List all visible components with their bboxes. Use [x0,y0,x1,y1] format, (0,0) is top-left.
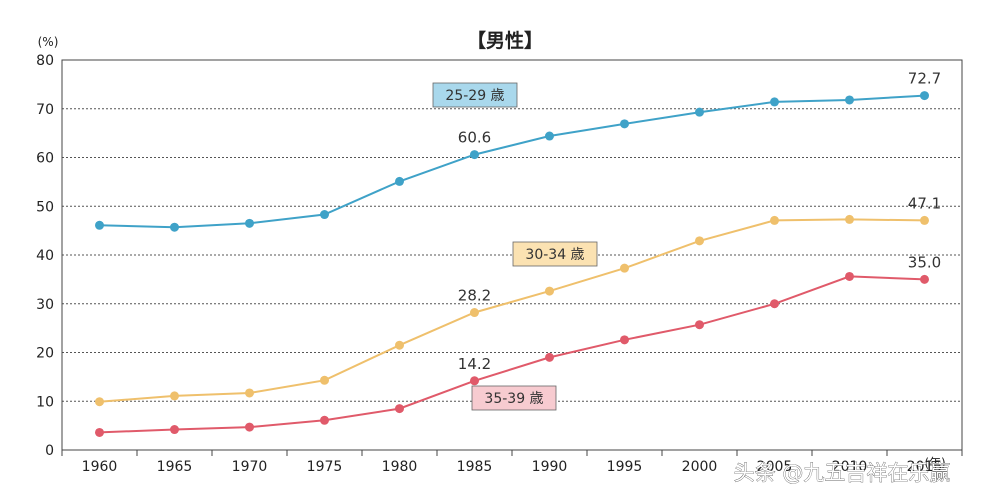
series-label-3: 35-39 歳 [471,385,557,411]
data-point [470,376,479,386]
data-point [245,218,254,228]
data-point [395,176,404,186]
data-point [320,375,329,385]
x-tick-label: 1960 [82,459,118,475]
x-tick-label: 2010 [832,459,868,475]
data-label: 72.7 [908,70,941,88]
x-tick-label: 1980 [382,459,418,475]
y-tick-label: 0 [45,443,54,459]
data-point [620,119,629,129]
data-point [920,215,929,225]
gridlines [62,108,962,402]
series-line [99,94,925,229]
series-label-box [512,241,598,267]
data-label: 47.1 [908,194,941,212]
x-tick-label: 2015 [907,459,943,475]
series-label-text: 35-39 歳 [484,391,543,407]
data-label: 35.0 [908,253,941,271]
data-label: 28.2 [458,287,491,305]
y-tick-label: 60 [36,151,54,167]
data-label: 14.2 [458,355,491,373]
data-point [95,220,104,230]
data-point [470,308,479,318]
data-point [245,422,254,432]
series-labels: 25-29 歳 30-34 歳 35-39 歳 [432,82,598,411]
x-tick-label: 1970 [232,459,268,475]
y-tick-label: 40 [36,248,54,264]
series-label-box [471,385,557,411]
x-unit-label: (年) [924,456,945,470]
data-point [545,352,554,362]
data-point [845,214,854,224]
series-label-1: 25-29 歳 [432,82,518,108]
data-label: 60.6 [458,129,491,147]
x-tick-label: 2005 [757,459,793,475]
series-label-text: 30-34 歳 [525,247,584,263]
series-label-text: 25-29 歳 [445,88,504,104]
series-1 [95,91,929,232]
data-point [170,425,179,435]
y-unit-label: (%) [38,35,59,49]
watermark-text: 头条 @九五吉祥在乐赢 [734,461,951,485]
data-point [395,404,404,414]
series-line [99,275,925,434]
series-label-box [432,82,518,108]
data-point [845,271,854,281]
y-tick-label: 20 [36,346,54,362]
y-tick-label: 10 [36,394,54,410]
data-point [95,427,104,437]
x-tick-label: 2000 [682,459,718,475]
data-point [545,131,554,141]
data-point [695,320,704,330]
data-labels: 60.6 72.7 28.2 47.1 14.2 35.0 [458,70,941,373]
data-point [770,215,779,225]
data-point [170,222,179,232]
data-point [620,263,629,273]
y-tick-label: 30 [36,297,54,313]
data-point [620,335,629,345]
y-axis: 0 10 20 30 40 50 60 70 80 [36,53,54,459]
x-axis: 1960 1965 1970 1975 1980 1985 1990 1995 2000 2005… [61,450,963,475]
series-2 [95,214,929,407]
data-point [395,340,404,350]
y-tick-label: 80 [36,53,54,69]
x-tick-label: 1985 [457,459,493,475]
data-point [545,286,554,296]
data-point [245,388,254,398]
chart-title: 【男性】 [467,29,543,52]
data-point [170,391,179,401]
data-point [845,95,854,105]
data-point [920,91,929,101]
data-point [95,397,104,407]
series-3 [95,271,929,437]
data-point [320,210,329,220]
data-point [320,415,329,425]
data-point [695,236,704,246]
data-point [920,274,929,284]
x-tick-label: 1965 [157,459,193,475]
x-tick-label: 1990 [532,459,568,475]
y-tick-label: 50 [36,199,54,215]
x-tick-label: 1975 [307,459,343,475]
series-label-2: 30-34 歳 [512,241,598,267]
data-point [770,299,779,309]
y-tick-label: 70 [36,102,54,118]
data-point [695,107,704,117]
data-point [470,150,479,160]
data-point [770,97,779,107]
x-tick-label: 1995 [607,459,643,475]
series-line [99,218,925,403]
series-group [95,91,929,437]
